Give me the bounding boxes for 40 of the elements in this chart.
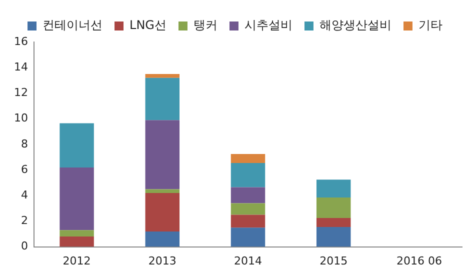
y-tick-label: 8: [20, 137, 28, 150]
y-tick-label: 6: [20, 162, 28, 176]
bar: [316, 226, 351, 247]
bar: [316, 198, 351, 218]
y-tick-label: 2: [20, 214, 28, 228]
x-tick-label: 2014: [234, 254, 262, 268]
bar: [230, 154, 266, 163]
bar: [145, 193, 180, 232]
y-tick-label: 10: [14, 112, 28, 125]
bar: [60, 236, 94, 247]
bar: [145, 78, 180, 120]
legend-label: 컨테이너선: [42, 18, 103, 32]
bar: [230, 214, 266, 228]
bar: [230, 228, 266, 247]
y-tick-label: 16: [14, 34, 28, 48]
bar: [230, 203, 266, 215]
legend-label: 기타: [418, 18, 442, 32]
bar: [145, 120, 180, 190]
bar: [316, 218, 351, 227]
bar: [60, 167, 94, 230]
x-tick-label: 2016 06: [396, 254, 442, 268]
x-tick-label: 2013: [148, 254, 176, 268]
y-tick-label: 0: [20, 240, 28, 253]
bar: [145, 74, 180, 78]
bar: [145, 189, 180, 194]
y-tick-label: 12: [14, 86, 28, 100]
x-tick-label: 2015: [320, 254, 348, 268]
bar: [230, 187, 266, 204]
legend-label: 시추설비: [244, 18, 292, 32]
bar: [145, 231, 180, 247]
bar: [60, 123, 94, 168]
bar: [316, 180, 351, 198]
x-tick-label: 2012: [62, 254, 91, 268]
bar: [60, 230, 94, 237]
legend-label: 해양생산설비: [319, 18, 392, 32]
y-tick-label: 14: [14, 60, 28, 74]
bar: [230, 162, 266, 188]
legend-label: 탱커: [193, 18, 218, 32]
legend-label: LNG선: [130, 18, 166, 32]
y-tick-label: 4: [20, 188, 28, 202]
